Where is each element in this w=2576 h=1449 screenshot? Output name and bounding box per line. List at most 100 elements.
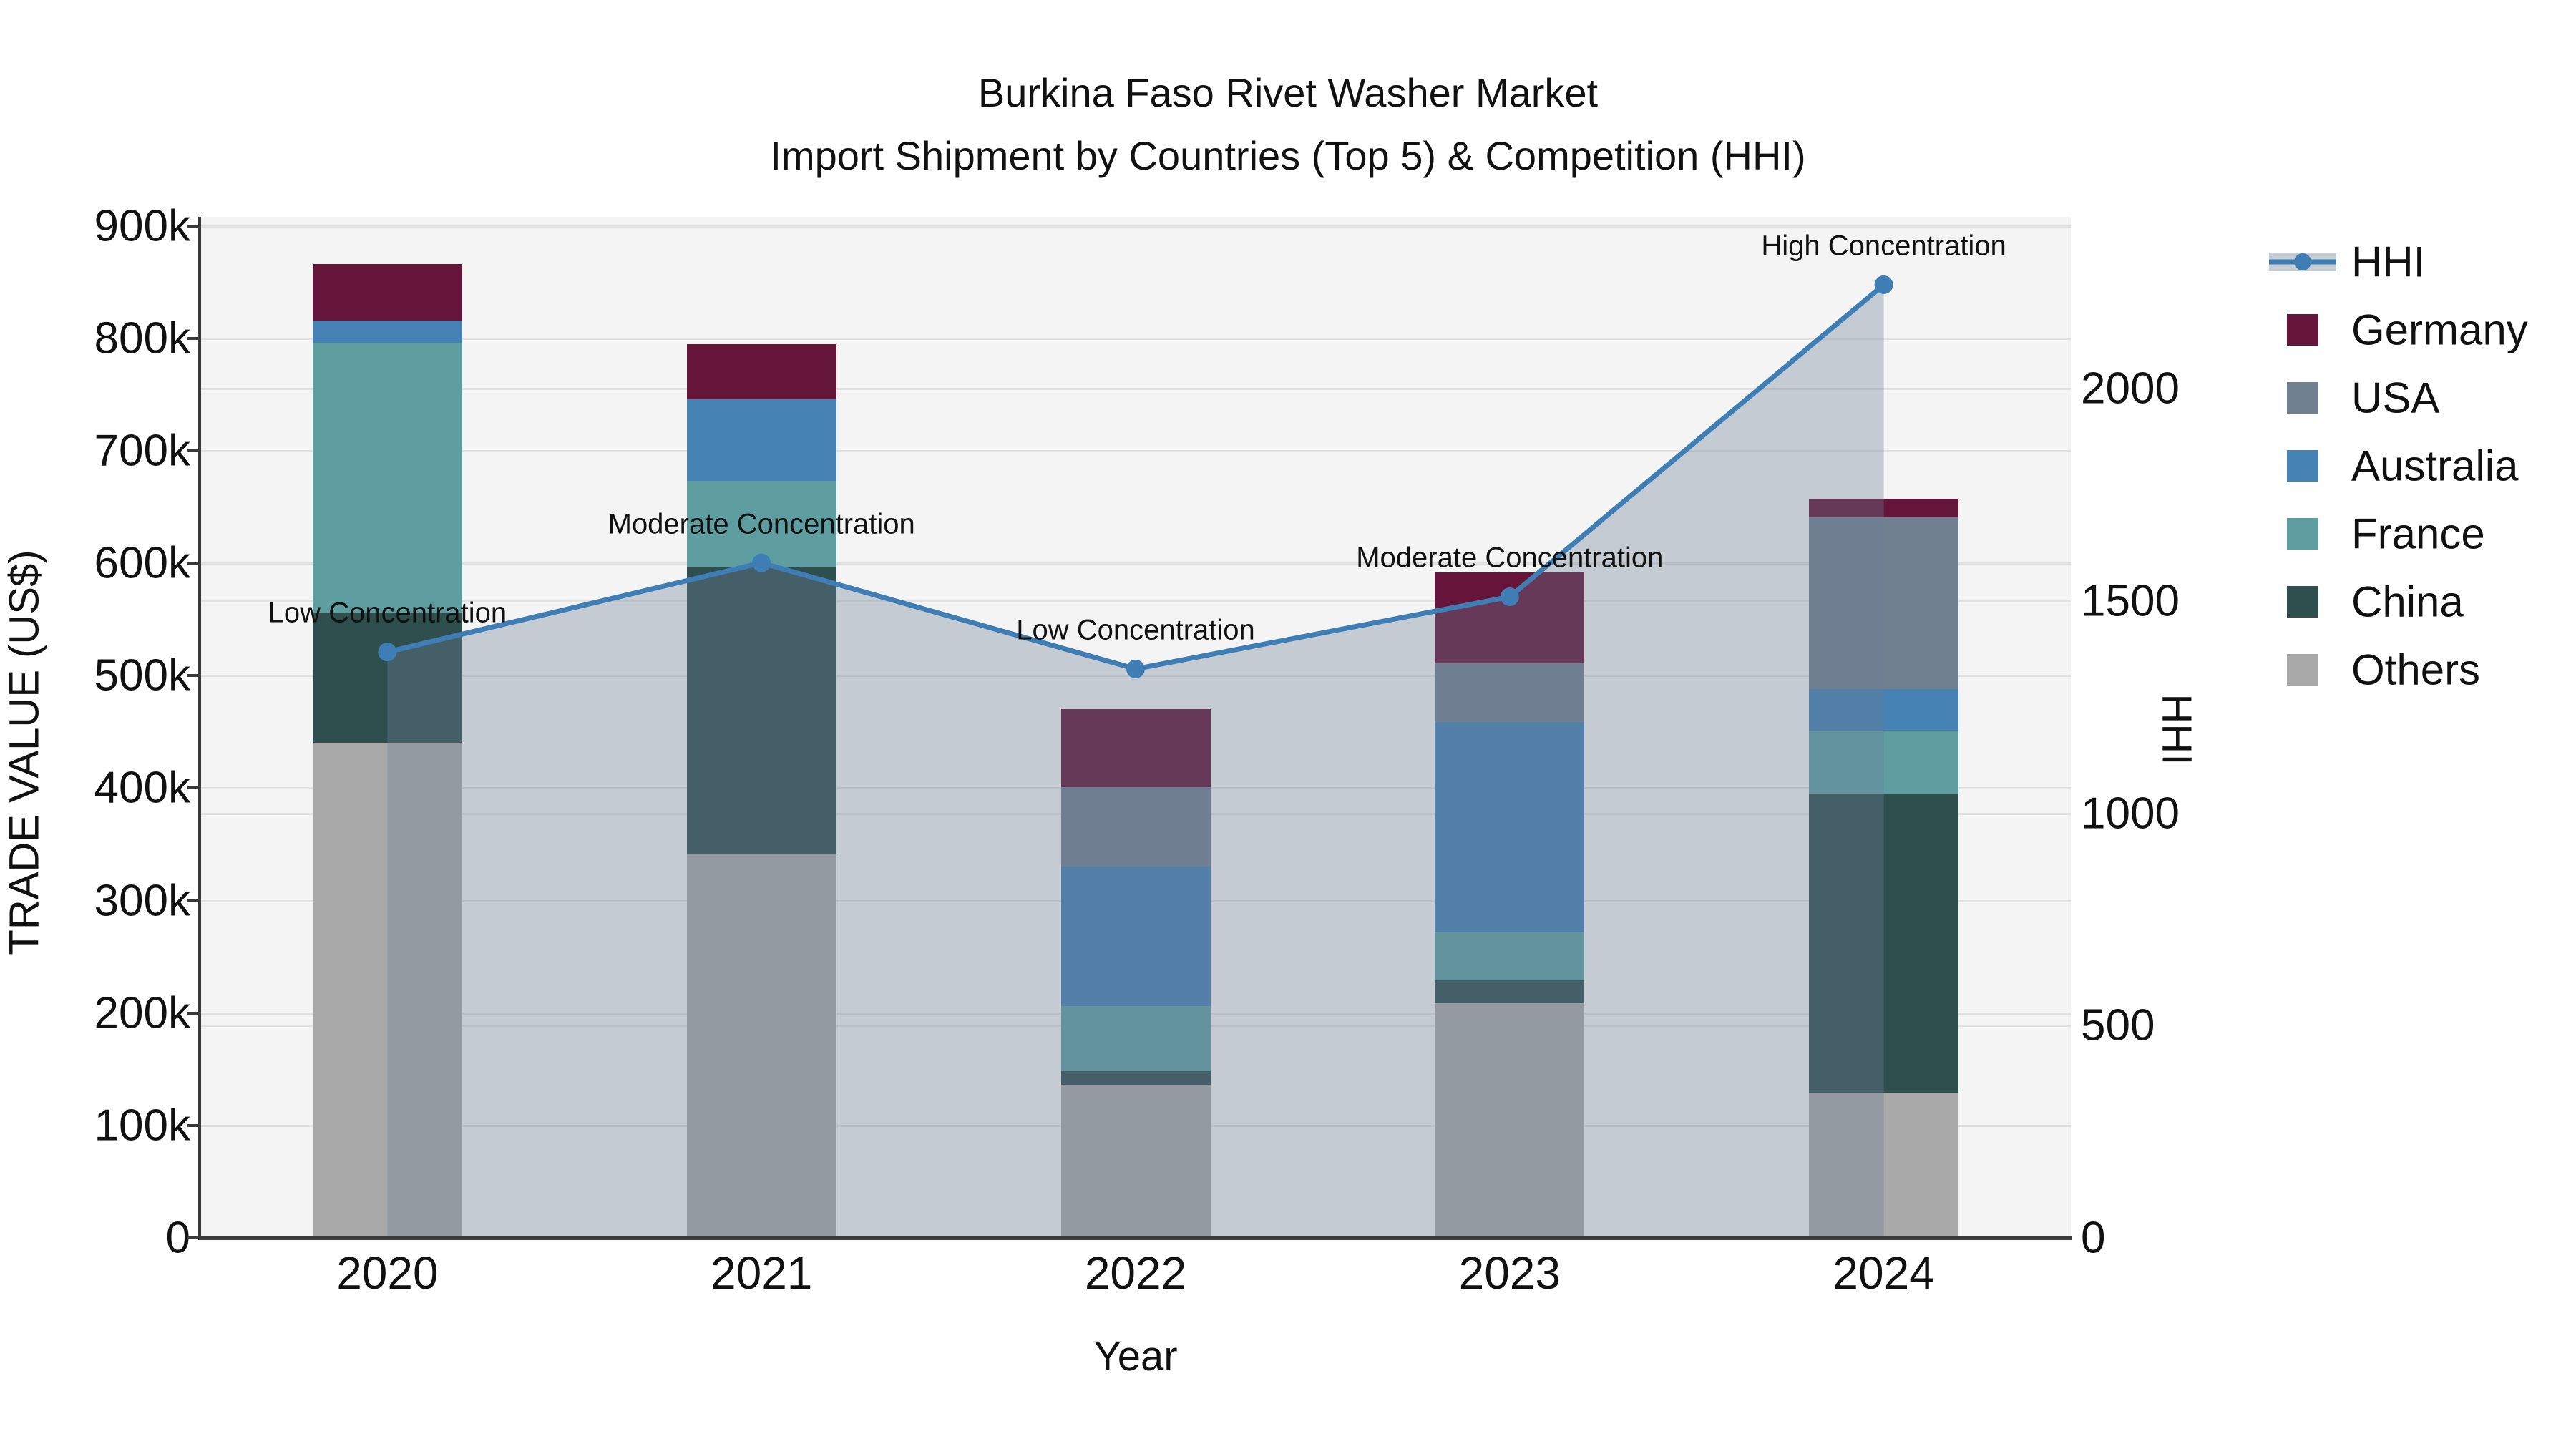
y-left-tickmark-100k — [187, 1123, 198, 1127]
x-tick-2024: 2024 — [1833, 1247, 1935, 1299]
bar-segment-others-2024 — [1809, 1093, 1959, 1238]
x-tick-2022: 2022 — [1084, 1247, 1187, 1299]
bar-segment-australia-2022 — [1060, 867, 1211, 1007]
hhi-marker-2024 — [1874, 275, 1893, 294]
y-left-tick-300k: 300k — [94, 876, 190, 926]
gridline-left-600k — [200, 562, 2071, 565]
bar-segment-australia-2021 — [686, 399, 836, 482]
bar-segment-germany-2020 — [312, 264, 462, 321]
legend-swatch-france — [2287, 518, 2318, 550]
y-left-tick-900k: 900k — [94, 201, 190, 251]
legend-label-germany: Germany — [2351, 306, 2528, 354]
legend-swatch-china — [2287, 586, 2318, 618]
legend-swatch-others — [2287, 654, 2318, 686]
bar-segment-france-2021 — [686, 481, 836, 567]
y-left-tickmark-300k — [187, 899, 198, 902]
bar-segment-france-2024 — [1809, 731, 1959, 794]
annotation-2024: High Concentration — [1761, 230, 2006, 262]
legend-label-others: Others — [2351, 645, 2481, 694]
legend-label-france: France — [2351, 509, 2485, 558]
y-left-tickmark-400k — [187, 786, 198, 790]
bar-segment-others-2023 — [1435, 1002, 1585, 1238]
legend-label-hhi: HHI — [2351, 238, 2426, 286]
gridline-left-700k — [200, 449, 2071, 452]
x-axis-spine — [199, 1236, 2072, 1240]
annotation-2023: Moderate Concentration — [1356, 542, 1664, 574]
bar-segment-usa-2024 — [1809, 517, 1959, 690]
y-left-tick-700k: 700k — [94, 426, 190, 476]
y-right-tick-2000: 2000 — [2081, 364, 2180, 414]
y-left-tickmark-600k — [187, 562, 198, 565]
y-axis-right-ticks: 0 500 1000 1500 2000 — [2081, 0, 2367, 1449]
hhi-marker-2022 — [1126, 659, 1145, 678]
legend-swatch-australia — [2287, 450, 2318, 482]
y-left-tickmark-700k — [187, 449, 198, 452]
bar-segment-germany-2024 — [1809, 499, 1959, 517]
y-left-tick-400k: 400k — [94, 763, 190, 813]
bar-segment-australia-2024 — [1809, 689, 1959, 731]
y-axis-spine — [198, 217, 201, 1240]
legend-label-usa: USA — [2351, 374, 2440, 422]
bar-segment-germany-2023 — [1435, 572, 1585, 663]
bar-segment-france-2022 — [1060, 1006, 1211, 1072]
plot-area: Low Concentration Moderate Concentration L… — [200, 217, 2071, 1238]
bar-segment-germany-2021 — [686, 343, 836, 399]
bar-segment-china-2024 — [1809, 794, 1959, 1093]
gridline-left-800k — [200, 337, 2071, 340]
x-tick-2023: 2023 — [1458, 1247, 1561, 1299]
legend-label-china: China — [2351, 577, 2464, 626]
hhi-overlay — [378, 275, 1893, 1238]
bar-segment-others-2020 — [312, 743, 462, 1238]
hhi-marker-2020 — [378, 643, 397, 662]
y-right-tick-1000: 1000 — [2081, 789, 2180, 839]
y-left-tick-600k: 600k — [94, 538, 190, 588]
bar-segment-china-2020 — [312, 613, 462, 743]
y-right-tick-0: 0 — [2081, 1213, 2106, 1263]
y-left-tick-100k: 100k — [94, 1101, 190, 1151]
x-axis-ticks: 2020 2021 2022 2023 2024 — [200, 1246, 2071, 1311]
x-tick-2020: 2020 — [336, 1247, 439, 1299]
hhi-marker-2023 — [1500, 587, 1519, 607]
chart-title-line2: Import Shipment by Countries (Top 5) & C… — [770, 133, 1806, 178]
y-axis-left-ticks: 0 100k 200k 300k 400k 500k 600k 700k 800k 900k — [0, 0, 190, 1449]
legend-item-germany: Germany — [2254, 301, 2576, 358]
legend: HHI Germany USA Australia France China Others — [2254, 215, 2576, 730]
bar-segment-france-2020 — [312, 343, 462, 613]
x-tick-2021: 2021 — [711, 1247, 813, 1299]
bar-segment-germany-2022 — [1060, 709, 1211, 787]
gridline-right-1500 — [200, 600, 2071, 602]
x-axis-title: Year — [1093, 1333, 1178, 1380]
legend-item-china: China — [2254, 573, 2576, 630]
gridline-right-2000 — [200, 388, 2071, 391]
bar-segment-others-2021 — [686, 853, 836, 1238]
bar-segment-china-2021 — [686, 566, 836, 854]
annotation-2020: Low Concentration — [268, 597, 507, 629]
y-axis-left-title: TRADE VALUE (US$) — [1, 550, 48, 955]
bar-segment-usa-2022 — [1060, 786, 1211, 867]
bar-segment-france-2023 — [1435, 932, 1585, 981]
y-left-tickmark-500k — [187, 674, 198, 678]
legend-item-usa: USA — [2254, 369, 2576, 426]
y-right-tick-500: 500 — [2081, 1000, 2155, 1050]
chart-title-line1: Burkina Faso Rivet Washer Market — [977, 70, 1599, 115]
legend-item-australia: Australia — [2254, 437, 2576, 494]
y-left-tickmark-200k — [187, 1011, 198, 1015]
hhi-marker-swatch — [2294, 253, 2311, 270]
y-left-tick-500k: 500k — [94, 650, 190, 701]
bar-segment-australia-2023 — [1435, 721, 1585, 932]
legend-swatch-germany — [2287, 314, 2318, 346]
y-left-tickmark-900k — [187, 224, 198, 228]
bar-segment-china-2022 — [1060, 1071, 1211, 1085]
bar-segment-china-2023 — [1435, 980, 1585, 1003]
y-left-tickmark-800k — [187, 336, 198, 340]
legend-item-france: France — [2254, 505, 2576, 562]
legend-swatch-usa — [2287, 382, 2318, 414]
hhi-marker-2021 — [752, 553, 771, 572]
gridline-left-900k — [200, 225, 2071, 228]
y-right-tick-1500: 1500 — [2081, 576, 2180, 626]
y-left-tick-200k: 200k — [94, 988, 190, 1038]
bar-segment-australia-2020 — [312, 320, 462, 343]
y-left-tick-0: 0 — [165, 1213, 190, 1263]
hhi-area — [387, 284, 1884, 1238]
annotation-2021: Moderate Concentration — [608, 508, 915, 540]
